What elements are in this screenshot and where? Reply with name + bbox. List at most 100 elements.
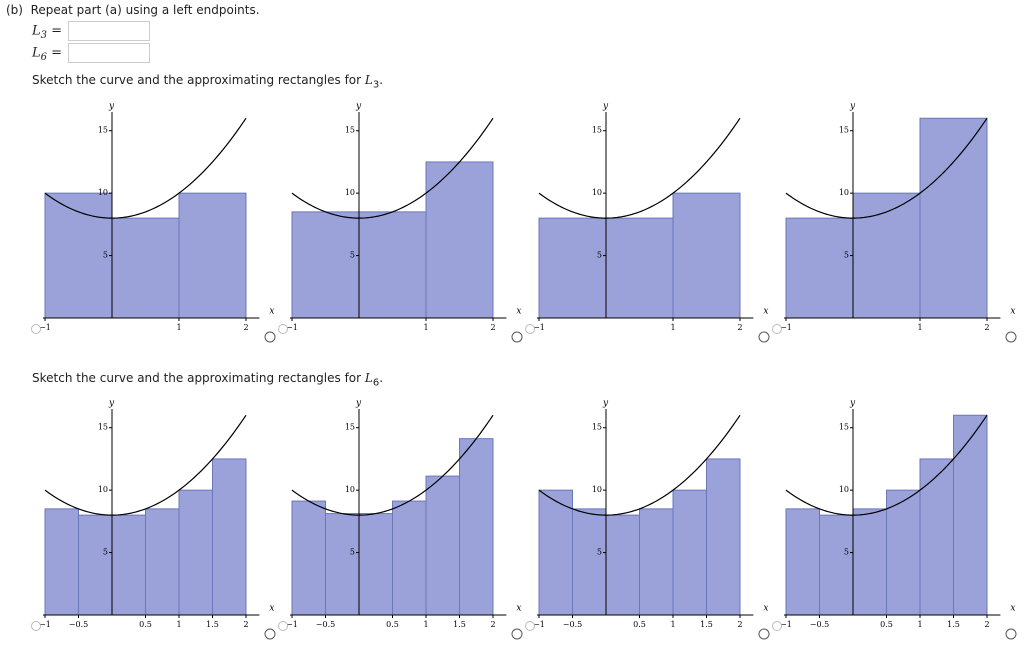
y-tick-label: 5 — [350, 548, 355, 557]
y-tick-label: 5 — [844, 548, 849, 557]
info-icon[interactable] — [1005, 331, 1017, 343]
radio-button[interactable] — [31, 621, 41, 631]
y-tick-label: 10 — [839, 188, 849, 197]
bar — [605, 217, 674, 319]
x-tick-label: 1.5 — [700, 620, 713, 629]
info-icon[interactable] — [758, 331, 770, 343]
x-tick-label: 1 — [670, 323, 675, 332]
x-tick-label: −1 — [286, 620, 298, 629]
chart: x y −1 −0.5 0.5 1 1.5 2 5 10 15 — [31, 399, 276, 640]
eq: = — [51, 23, 63, 39]
y-tick-label: 10 — [592, 188, 602, 197]
x-tick-label: 1 — [176, 620, 181, 629]
curve — [785, 117, 988, 219]
x-tick-label: −0.5 — [69, 620, 88, 629]
radio-button[interactable] — [772, 324, 782, 334]
x-axis-label: x — [763, 604, 768, 614]
bar — [953, 414, 988, 616]
bar — [178, 489, 213, 616]
radio-button[interactable] — [278, 621, 288, 631]
x-tick-label: −0.5 — [316, 620, 335, 629]
x-tick-label: 2 — [737, 620, 742, 629]
y-tick-label: 15 — [592, 126, 602, 135]
info-icon[interactable] — [264, 628, 276, 640]
symbol: L — [32, 23, 41, 39]
bar — [572, 508, 607, 616]
x-tick-label: 1 — [917, 620, 922, 629]
curve — [44, 117, 247, 219]
y-tick-label: 5 — [103, 548, 108, 557]
info-icon[interactable] — [511, 628, 523, 640]
y-axis-label: y — [602, 102, 609, 112]
bar — [785, 217, 854, 319]
y-tick-label: 5 — [844, 251, 849, 260]
x-tick-label: 2 — [243, 323, 248, 332]
x-axis-label: x — [763, 307, 768, 317]
y-tick-label: 15 — [839, 126, 849, 135]
bar — [212, 458, 247, 616]
bar — [145, 508, 180, 616]
curve — [538, 117, 741, 219]
info-icon[interactable] — [264, 331, 276, 343]
sub: 3 — [372, 79, 380, 91]
x-tick-label: 0.5 — [139, 620, 152, 629]
y-axis-label: y — [849, 399, 856, 409]
x-tick-label: −1 — [39, 323, 51, 332]
input[interactable] — [68, 21, 151, 41]
chart: x y −1 1 2 5 10 15 — [278, 102, 523, 343]
symbol: L — [364, 73, 373, 87]
y-tick-label: 10 — [345, 485, 355, 494]
curve — [291, 414, 494, 516]
radio-button[interactable] — [525, 621, 535, 631]
bar — [459, 438, 494, 616]
sub: 6 — [40, 52, 48, 64]
bar — [358, 513, 393, 616]
y-tick-label: 15 — [98, 126, 108, 135]
bar — [785, 508, 820, 616]
bar — [819, 514, 854, 616]
radio-button[interactable] — [525, 324, 535, 334]
radio-button[interactable] — [31, 324, 41, 334]
x-tick-label: 0.5 — [386, 620, 399, 629]
bar — [706, 458, 741, 616]
y-axis-label: y — [602, 399, 609, 409]
radio-button[interactable] — [278, 324, 288, 334]
x-tick-label: 1.5 — [206, 620, 219, 629]
x-tick-label: 2 — [243, 620, 248, 629]
end: . — [379, 371, 384, 385]
chart: x y −1 1 2 5 10 15 — [772, 102, 1017, 343]
y-tick-label: 15 — [839, 423, 849, 432]
bar — [639, 508, 674, 616]
info-icon[interactable] — [758, 628, 770, 640]
x-tick-label: −1 — [286, 323, 298, 332]
bar — [358, 211, 427, 319]
x-tick-label: 1 — [176, 323, 181, 332]
input[interactable] — [68, 43, 151, 63]
chart: x y −1 −0.5 0.5 1 1.5 2 5 10 15 — [525, 399, 770, 640]
y-tick-label: 5 — [103, 251, 108, 260]
prompt: Sketch the curve and the approximating r… — [32, 73, 383, 90]
bar — [111, 514, 146, 616]
x-tick-label: −0.5 — [563, 620, 582, 629]
prompt-text: Sketch the curve and the approximating r… — [32, 73, 362, 87]
bar — [538, 217, 607, 319]
instruction: Repeat part (a) using a left endpoints. — [30, 3, 260, 17]
info-icon[interactable] — [511, 331, 523, 343]
bar — [78, 514, 113, 616]
x-tick-label: −1 — [533, 620, 545, 629]
x-axis-label: x — [1010, 604, 1015, 614]
x-tick-label: 1.5 — [453, 620, 466, 629]
bar — [605, 514, 640, 616]
curve — [44, 414, 247, 516]
x-tick-label: 2 — [984, 323, 989, 332]
bar — [538, 489, 573, 616]
y-axis-label: y — [108, 399, 115, 409]
y-tick-label: 5 — [597, 548, 602, 557]
y-tick-label: 15 — [345, 423, 355, 432]
answer-field: L3 = — [32, 21, 151, 41]
info-icon[interactable] — [1005, 628, 1017, 640]
bar — [325, 513, 360, 616]
x-axis-label: x — [269, 604, 274, 614]
y-axis-label: y — [355, 399, 362, 409]
radio-button[interactable] — [772, 621, 782, 631]
